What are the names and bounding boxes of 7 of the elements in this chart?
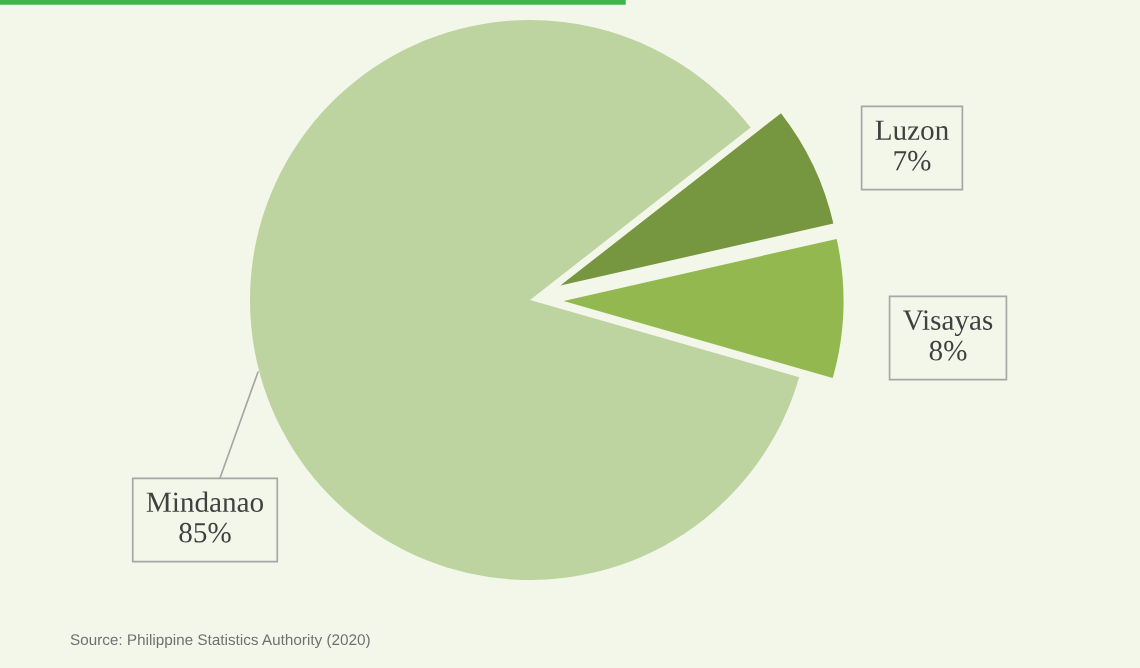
source-note: Source: Philippine Statistics Authority (2020) <box>70 633 370 649</box>
slice-label: Luzon <box>875 120 949 141</box>
data-label: 8% <box>929 340 967 361</box>
slice-label: Visayas <box>903 310 993 336</box>
data-label: 85% <box>179 522 231 543</box>
slice-label: Mindanao <box>146 491 264 513</box>
data-label: 7% <box>894 150 931 171</box>
